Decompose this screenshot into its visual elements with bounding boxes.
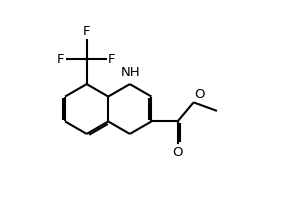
Text: O: O [172,146,183,159]
Text: F: F [83,25,90,38]
Text: NH: NH [121,66,141,79]
Text: F: F [57,53,64,66]
Text: O: O [195,88,205,101]
Text: F: F [108,53,116,66]
